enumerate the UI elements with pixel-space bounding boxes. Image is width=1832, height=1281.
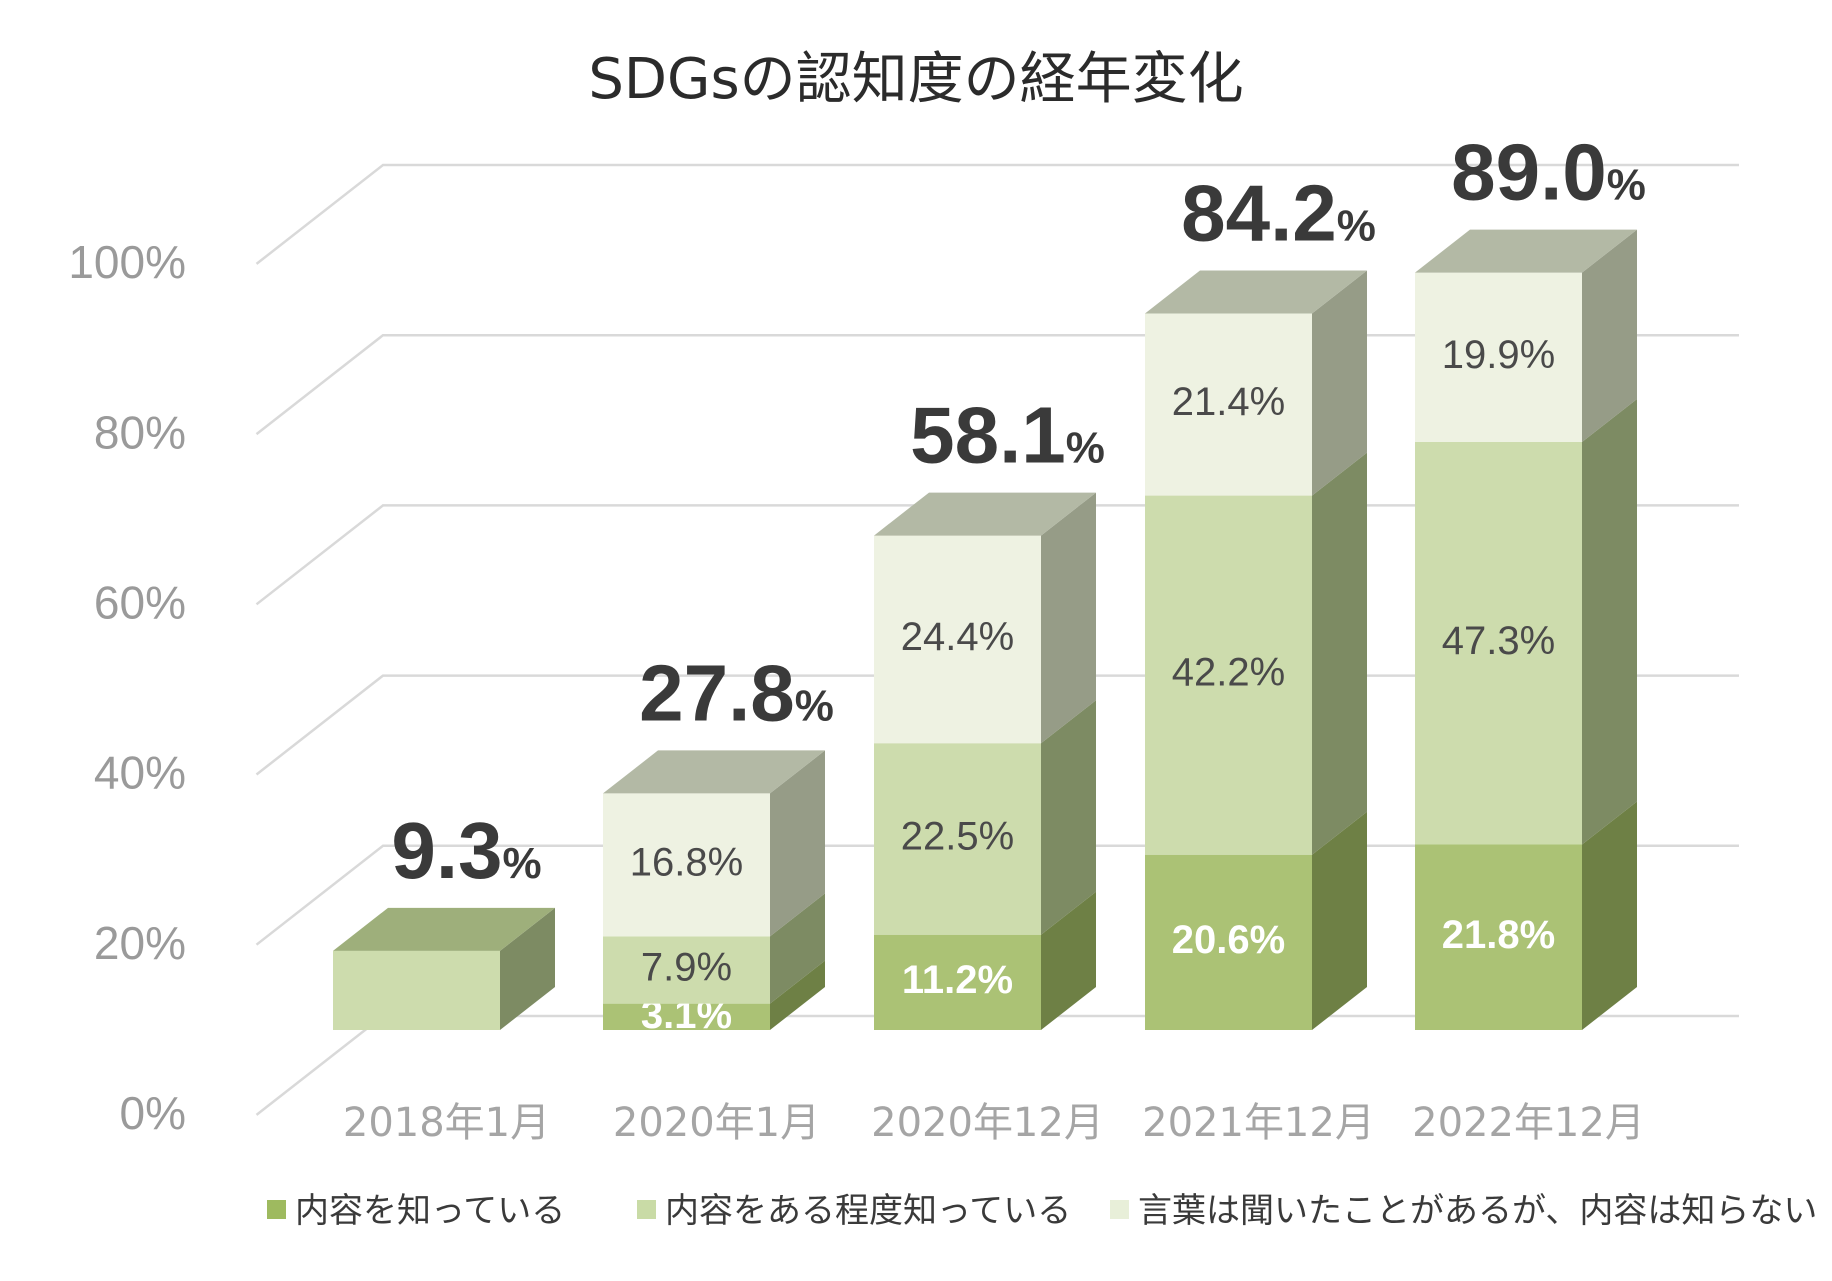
bar-segment-side — [1312, 811, 1367, 1030]
bar-segment-side — [1041, 492, 1096, 744]
total-label: 9.3% — [391, 806, 541, 895]
total-value: 9.3 — [391, 806, 502, 895]
total-value: 27.8 — [639, 648, 795, 737]
legend-item: 内容をある程度知っている — [637, 1191, 1071, 1231]
x-category-label: 2021年12月 — [1142, 1100, 1375, 1146]
bar-segment-side — [1312, 452, 1367, 855]
total-suffix: % — [1607, 161, 1646, 210]
total-value: 84.2 — [1181, 168, 1337, 257]
bars: 9.3%3.1%7.9%16.8%27.8%11.2%22.5%24.4%58.… — [333, 128, 1646, 1037]
x-category-label: 2022年12月 — [1412, 1100, 1645, 1146]
gridline — [255, 163, 1739, 265]
segment-data-label: 20.6% — [1172, 918, 1285, 962]
bar-segment-side — [1582, 801, 1637, 1030]
bar-segment-side — [1312, 270, 1367, 496]
segment-data-label: 19.9% — [1442, 333, 1555, 377]
legend-label: 言葉は聞いたことがあるが、内容は知らない — [1138, 1191, 1817, 1231]
bar-group: 11.2% 22.5% 24.4% 58.1% — [874, 391, 1105, 1030]
legend-swatch — [637, 1200, 656, 1219]
bar-top — [1145, 270, 1367, 314]
legend: 内容を知っている 内容をある程度知っている 言葉は聞いたことがあるが、内容は知らない — [267, 1191, 1817, 1231]
bar-segment-front — [1415, 844, 1582, 1030]
bar-group: 3.1%7.9%16.8%27.8% — [603, 648, 834, 1037]
legend-item: 言葉は聞いたことがあるが、内容は知らない — [1110, 1191, 1817, 1231]
segment-data-label: 21.4% — [1172, 380, 1285, 424]
total-value: 89.0 — [1451, 128, 1607, 217]
bar-segment-front — [603, 793, 770, 937]
segment-data-label: 47.3% — [1442, 619, 1555, 663]
bar-segment-front — [1415, 441, 1582, 845]
x-category-label: 2020年12月 — [871, 1100, 1104, 1146]
total-suffix: % — [1066, 424, 1105, 473]
total-label: 58.1% — [910, 391, 1105, 480]
y-tick-label: 0% — [120, 1087, 186, 1139]
bar-segment-front — [603, 936, 770, 1004]
bar-segment-front — [1145, 495, 1312, 855]
bar-group: 21.8% 47.3% 19.9% 89.0% — [1415, 128, 1646, 1030]
bar-segment-side — [770, 960, 825, 1030]
x-axis-categories: 2018年1月 2020年1月 2020年12月 2021年12月 2022年12月 — [343, 1100, 1645, 1146]
bar-segment-side — [1582, 398, 1637, 845]
segment-data-label: 24.4% — [901, 615, 1014, 659]
bar-segment-side — [1041, 891, 1096, 1030]
y-tick-label: 20% — [94, 917, 186, 969]
bar-segment-front — [1145, 854, 1312, 1030]
bar-segment-side — [770, 893, 825, 1004]
legend-item: 内容を知っている — [267, 1191, 565, 1231]
total-suffix: % — [503, 839, 542, 888]
legend-swatch — [1110, 1200, 1129, 1219]
total-label: 84.2% — [1181, 168, 1376, 257]
bar-segment-front — [603, 1003, 770, 1030]
x-category-label: 2018年1月 — [343, 1100, 550, 1146]
bar-top — [603, 750, 825, 794]
segment-data-label: 11.2% — [902, 958, 1013, 1002]
bar-segment-front — [874, 743, 1041, 935]
bar-segment-side — [1041, 700, 1096, 935]
bar-segment-front — [874, 535, 1041, 744]
total-label: 89.0% — [1451, 128, 1646, 217]
bar-segment-side — [500, 907, 555, 1030]
chart-title: SDGsの認知度の経年変化 — [588, 47, 1243, 112]
segment-data-label: 42.2% — [1172, 651, 1285, 695]
bar-segment-front — [1415, 272, 1582, 442]
bar-segment-front — [874, 934, 1041, 1030]
y-tick-label: 80% — [94, 406, 186, 458]
legend-label: 内容を知っている — [295, 1191, 565, 1231]
bar-segment-front — [1145, 313, 1312, 496]
segment-data-label: 16.8% — [630, 840, 743, 884]
x-category-label: 2020年1月 — [613, 1100, 820, 1146]
bar-group: 9.3% — [333, 806, 555, 1030]
y-tick-label: 40% — [94, 747, 186, 799]
total-value: 58.1 — [910, 391, 1066, 480]
y-tick-label: 60% — [94, 576, 186, 628]
bar-segment-side — [770, 750, 825, 937]
bar-top — [333, 907, 555, 951]
y-axis-ticks: 0% 20% 40% 60% 80% 100% — [68, 236, 186, 1139]
bar-top — [1415, 229, 1637, 273]
segment-data-label: 7.9% — [641, 946, 732, 990]
bar-segment-side — [1582, 229, 1637, 442]
y-tick-label: 100% — [68, 236, 186, 288]
total-suffix: % — [1337, 201, 1376, 250]
bar-segment-front — [333, 950, 500, 1030]
total-label: 27.8% — [639, 648, 834, 737]
total-suffix: % — [795, 681, 834, 730]
bar-top — [874, 492, 1096, 536]
legend-swatch — [267, 1200, 286, 1219]
legend-label: 内容をある程度知っている — [665, 1191, 1071, 1231]
segment-data-label: 21.8% — [1442, 913, 1555, 957]
segment-data-label: 22.5% — [901, 815, 1014, 859]
bar-group: 20.6% 42.2% 21.4% 84.2% — [1145, 168, 1376, 1030]
